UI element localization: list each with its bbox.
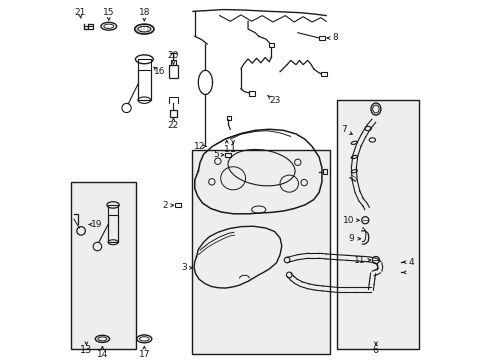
Bar — [71, 182, 136, 349]
Bar — [322, 170, 326, 174]
Text: 3: 3 — [181, 263, 186, 272]
Text: 6: 6 — [372, 345, 378, 355]
Bar — [170, 60, 176, 66]
Bar — [169, 110, 177, 117]
Text: 1: 1 — [229, 144, 236, 154]
Text: 20: 20 — [167, 51, 179, 60]
Text: 11: 11 — [353, 256, 365, 265]
Bar — [336, 100, 418, 349]
Bar — [108, 205, 118, 215]
Bar — [174, 203, 181, 207]
Text: 13: 13 — [80, 345, 92, 355]
Text: 17: 17 — [138, 350, 150, 359]
Text: 18: 18 — [138, 8, 150, 17]
Text: 19: 19 — [90, 220, 102, 229]
Bar — [268, 42, 274, 47]
Text: 22: 22 — [167, 121, 179, 130]
Text: 5: 5 — [213, 150, 219, 159]
Text: 15: 15 — [103, 8, 114, 17]
Bar — [191, 150, 330, 354]
Text: 21: 21 — [75, 8, 86, 17]
Bar — [226, 117, 230, 120]
Text: 7: 7 — [341, 125, 346, 134]
Text: 4: 4 — [408, 258, 413, 267]
Text: 16: 16 — [154, 67, 165, 76]
Bar — [138, 59, 150, 70]
Text: 9: 9 — [347, 234, 353, 243]
Text: 1: 1 — [224, 145, 229, 154]
Text: 10: 10 — [342, 216, 354, 225]
Text: 14: 14 — [97, 350, 108, 359]
Bar — [249, 91, 255, 95]
Bar — [321, 72, 326, 76]
Text: 8: 8 — [332, 33, 338, 42]
Bar — [319, 36, 325, 40]
Bar — [169, 66, 177, 78]
Text: 23: 23 — [269, 96, 281, 105]
Text: 2: 2 — [163, 201, 168, 210]
Text: 12: 12 — [194, 142, 205, 151]
Bar — [224, 153, 230, 157]
